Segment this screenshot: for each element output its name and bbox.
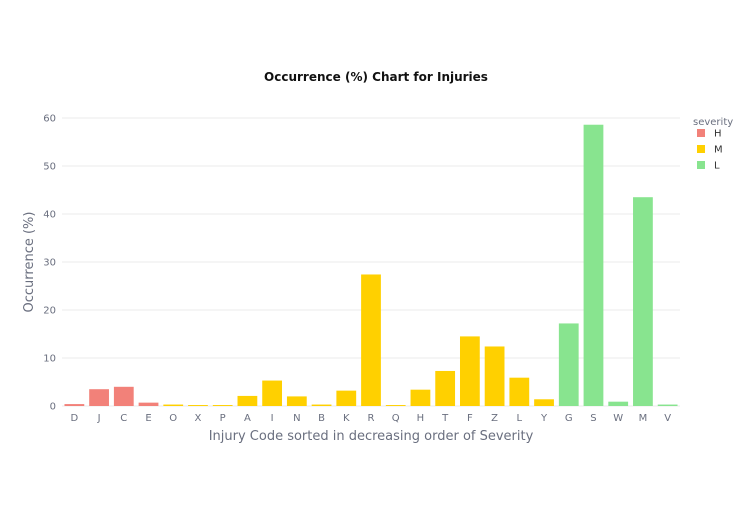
y-tick-label: 10 xyxy=(43,354,56,365)
x-tick-label: T xyxy=(441,413,449,424)
legend-label: H xyxy=(714,129,722,140)
x-tick-label: I xyxy=(271,413,274,424)
x-tick-label: D xyxy=(71,413,79,424)
bar-H xyxy=(410,389,431,406)
bar-M xyxy=(633,197,653,406)
x-tick-label: L xyxy=(517,413,523,424)
legend-swatch-M xyxy=(697,145,705,153)
bar-V xyxy=(657,404,678,406)
bar-X xyxy=(188,405,208,406)
legend-swatch-L xyxy=(697,161,705,169)
y-tick-label: 20 xyxy=(43,306,56,317)
legend: severity HML xyxy=(693,117,733,172)
x-tick-label: V xyxy=(664,413,671,424)
y-axis-title: Occurrence (%) xyxy=(22,212,37,313)
bar-F xyxy=(459,336,480,406)
x-tick-label: M xyxy=(639,413,648,424)
bar-P xyxy=(212,405,233,406)
y-tick-label: 60 xyxy=(43,114,56,125)
x-tick-label: C xyxy=(120,413,127,424)
bar-G xyxy=(558,323,579,406)
x-tick-label: Y xyxy=(540,413,548,424)
bar-K xyxy=(336,390,357,406)
y-tick-label: 50 xyxy=(43,162,56,173)
x-tick-label: R xyxy=(368,413,375,424)
bar-N xyxy=(286,396,307,406)
y-tick-label: 0 xyxy=(50,402,56,413)
bar-Q xyxy=(385,405,406,406)
x-tick-label: J xyxy=(97,413,101,424)
y-tick-label: 30 xyxy=(43,258,56,269)
bar-L xyxy=(509,377,530,406)
x-tick-label: P xyxy=(220,413,226,424)
bar-I xyxy=(262,380,283,406)
x-tick-label: E xyxy=(145,413,151,424)
x-tick-label: Z xyxy=(491,413,498,424)
chart-title: Occurrence (%) Chart for Injuries xyxy=(264,70,488,84)
bar-C xyxy=(113,386,134,406)
x-axis-title: Injury Code sorted in decreasing order o… xyxy=(209,429,534,444)
bar-D xyxy=(64,404,85,406)
bar-Z xyxy=(484,346,505,406)
bar-S xyxy=(583,124,604,406)
bar-Y xyxy=(534,399,554,406)
x-tick-label: N xyxy=(293,413,300,424)
x-tick-label: K xyxy=(343,413,350,424)
x-tick-label: G xyxy=(565,413,573,424)
y-axis-ticks: 0 10 20 30 40 50 60 xyxy=(43,114,56,413)
bar-J xyxy=(89,389,109,406)
bar-E xyxy=(138,402,159,406)
bar-W xyxy=(608,401,629,406)
x-tick-label: X xyxy=(195,413,202,424)
bar-R xyxy=(361,274,381,406)
bars xyxy=(64,124,678,406)
x-tick-label: H xyxy=(417,413,425,424)
x-tick-label: W xyxy=(613,413,623,424)
bar-O xyxy=(163,404,184,406)
x-tick-label: O xyxy=(169,413,177,424)
bar-T xyxy=(435,370,456,406)
legend-swatch-H xyxy=(697,129,705,137)
x-tick-label: B xyxy=(318,413,325,424)
bar-B xyxy=(311,404,332,406)
x-tick-label: Q xyxy=(392,413,400,424)
x-tick-label: F xyxy=(467,413,473,424)
bar-A xyxy=(237,395,258,406)
legend-title: severity xyxy=(693,117,733,128)
legend-label: M xyxy=(714,145,723,156)
x-tick-label: S xyxy=(590,413,596,424)
y-tick-label: 40 xyxy=(43,210,56,221)
x-tick-label: A xyxy=(244,413,251,424)
legend-label: L xyxy=(714,161,720,172)
